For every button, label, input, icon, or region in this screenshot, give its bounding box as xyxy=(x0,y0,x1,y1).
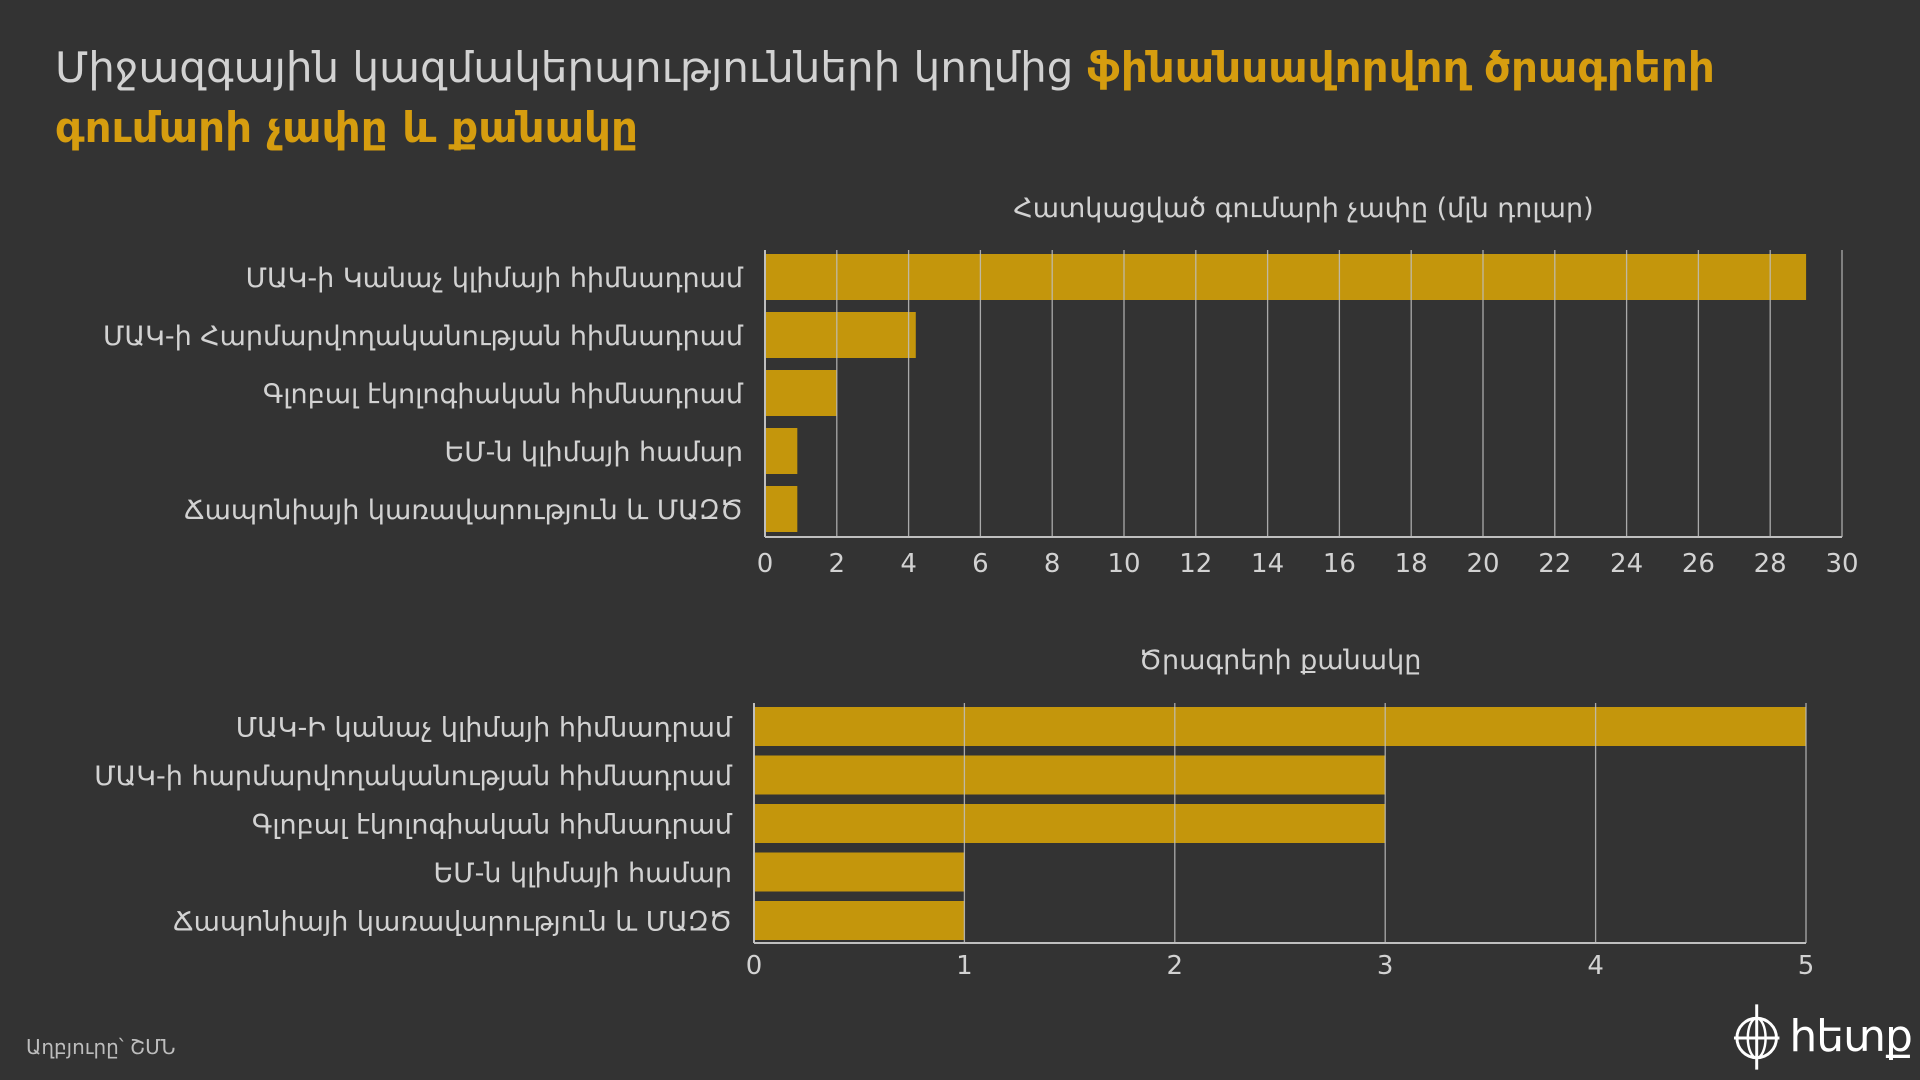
chart-2-tick-label: 5 xyxy=(1798,951,1815,981)
chart-2-bar xyxy=(754,755,1386,795)
chart-2-category-label: Ճապոնիայի կառավարություն և ՄԱԶԾ xyxy=(173,907,732,938)
chart-2-category-label: ԵՄ-ն կլիմայի համար xyxy=(433,858,732,889)
source-note: Աղբյուրը՝ ՇՄՆ xyxy=(26,1035,176,1059)
chart-1-tick-label: 30 xyxy=(1825,549,1858,579)
chart-2-tick-label: 4 xyxy=(1587,951,1604,981)
chart-1-category-label: Գլոբալ էկոլոգիական հիմնադրամ xyxy=(263,379,744,410)
chart-1-tick-label: 24 xyxy=(1610,549,1643,579)
chart-1-category-label: ՄԱԿ-ի Հարմարվողականության հիմնադրամ xyxy=(103,321,744,352)
chart-1-tick-label: 8 xyxy=(1044,549,1061,579)
charts-area: Հատկացված գումարի չափը (մլն դոլար) ՄԱԿ-ի … xyxy=(94,193,1858,981)
chart-1-tick-label: 12 xyxy=(1179,549,1212,579)
chart-1-bar xyxy=(765,370,837,416)
chart-1-bar xyxy=(765,254,1807,300)
chart-1-tick-label: 18 xyxy=(1395,549,1428,579)
logo-text: hետք xyxy=(1789,1010,1913,1062)
chart-2-category-label: ՄԱԿ-ի հարմարվողականության հիմնադրամ xyxy=(94,761,733,792)
globe-crosshair-icon xyxy=(1733,1004,1780,1070)
chart-1-bar xyxy=(765,428,798,474)
chart-2-bar xyxy=(754,901,965,940)
chart-1-title: Հատկացված գումարի չափը (մլն դոլար) xyxy=(1013,193,1593,224)
chart-1-tick-label: 2 xyxy=(829,549,846,579)
chart-2-bar xyxy=(754,707,1806,746)
title-part-1: Միջազգային կազմակերպությունների կողմից xyxy=(55,43,1087,92)
chart-1-tick-label: 22 xyxy=(1538,549,1571,579)
chart-2-tick-label: 3 xyxy=(1377,951,1394,981)
chart-2-category-label: Գլոբալ էկոլոգիական հիմնադրամ xyxy=(252,810,733,841)
chart-1-category-label: Ճապոնիայի կառավարություն և ՄԱԶԾ xyxy=(184,495,743,526)
chart-1-tick-label: 14 xyxy=(1251,549,1284,579)
chart-1-tick-label: 4 xyxy=(900,549,917,579)
chart-2-category-label: ՄԱԿ-Ի կանաչ կլիմայի հիմնադրամ xyxy=(236,713,733,744)
chart-2-tick-label: 1 xyxy=(956,951,973,981)
chart-2-tick-label: 0 xyxy=(746,951,763,981)
chart-1-category-label: ԵՄ-ն կլիմայի համար xyxy=(444,437,743,468)
chart-1-tick-label: 28 xyxy=(1754,549,1787,579)
chart-2-title: Ծրագրերի քանակը xyxy=(1139,645,1422,676)
title-part-2-highlight: ֆինանսավորվող ծրագրերի գումարի չափը և քա… xyxy=(55,43,1715,152)
chart-1-tick-label: 16 xyxy=(1323,549,1356,579)
logo: hետք xyxy=(1732,996,1913,1076)
chart-1-bar xyxy=(765,312,916,358)
chart-1-tick-label: 6 xyxy=(972,549,989,579)
chart-1-bar xyxy=(765,486,798,532)
chart-2-bar xyxy=(754,852,965,892)
chart-1-tick-label: 0 xyxy=(757,549,774,579)
chart-1-tick-label: 20 xyxy=(1466,549,1499,579)
chart-2-bar xyxy=(754,804,1386,843)
page-title: Միջազգային կազմակերպությունների կողմից ֆ… xyxy=(55,38,1755,158)
chart-1-category-label: ՄԱԿ-ի Կանաչ կլիմայի հիմնադրամ xyxy=(246,263,744,294)
chart-1-tick-label: 26 xyxy=(1682,549,1715,579)
chart-1-tick-label: 10 xyxy=(1107,549,1140,579)
chart-2-tick-label: 2 xyxy=(1167,951,1184,981)
